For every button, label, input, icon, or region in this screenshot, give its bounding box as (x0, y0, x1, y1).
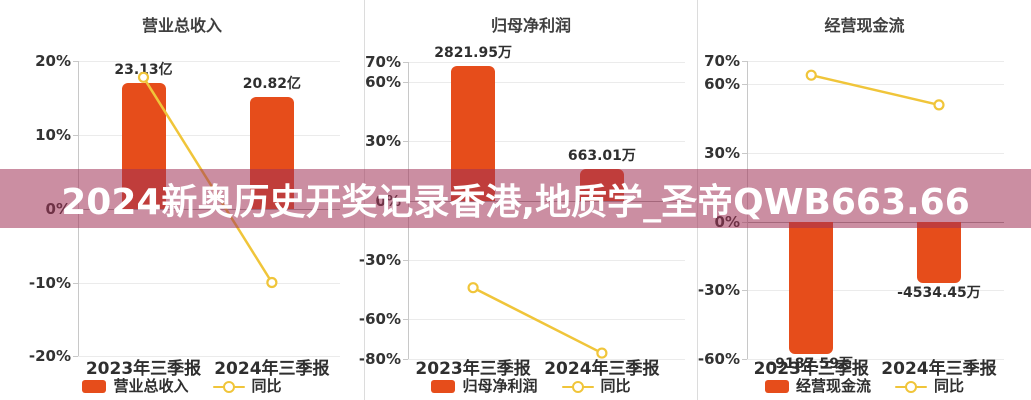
y-tick-mark (73, 356, 78, 358)
chart-title: 归母净利润 (490, 16, 571, 35)
gridline (747, 358, 1004, 360)
bar-legend-label: 归母净利润 (462, 377, 538, 395)
chart-title: 经营现金流 (824, 16, 905, 35)
y-tick-mark (403, 259, 408, 261)
gridline (78, 61, 340, 63)
x-axis-label: 2024年三季报 (544, 359, 660, 379)
bar-legend-swatch (82, 380, 107, 393)
y-tick-label: 30% (365, 132, 401, 151)
y-tick-label: -80% (358, 350, 401, 368)
y-tick-label: 20% (35, 52, 71, 71)
line-point-marker (467, 282, 479, 294)
y-tick-mark (742, 84, 747, 86)
y-tick-label: 70% (365, 52, 401, 71)
x-axis-label: 2024年三季报 (881, 359, 997, 379)
y-tick-mark (403, 81, 408, 83)
gridline (78, 134, 340, 136)
y-tick-mark (403, 61, 408, 63)
gridline (747, 152, 1004, 154)
y-tick-label: -60% (697, 349, 740, 368)
line-marker-icon (561, 380, 594, 394)
line-marker-icon (895, 380, 927, 394)
gridline (408, 259, 685, 261)
y-tick-label: 70% (704, 52, 740, 71)
yoy-line-series (805, 69, 945, 111)
bar-legend-label: 营业总收入 (113, 377, 189, 395)
x-axis-label: 2024年三季报 (214, 359, 330, 379)
gridline (747, 84, 1004, 86)
y-tick-label: 60% (704, 75, 740, 94)
watermark-banner: 2024新奥历史开奖记录香港,地质学_圣帝QWB663.66 (0, 169, 1031, 228)
y-tick-mark (403, 359, 408, 360)
line-point-marker (266, 276, 278, 289)
y-tick-mark (742, 290, 747, 292)
x-axis-label: 2023年三季报 (415, 359, 531, 379)
bar-legend-label: 经营现金流 (795, 377, 871, 395)
y-tick-mark (403, 319, 408, 321)
line-legend-label: 同比 (251, 377, 282, 395)
gridline (747, 61, 1004, 63)
y-tick-label: 10% (35, 125, 71, 144)
y-tick-mark (73, 61, 78, 63)
x-axis-label: 2023年三季报 (753, 359, 869, 379)
chart-legend: 营业总收入 同比 (0, 379, 364, 394)
gridline (408, 81, 685, 83)
line-legend-label: 同比 (934, 377, 965, 395)
y-tick-label: -30% (358, 250, 401, 269)
watermark-text: 2024新奥历史开奖记录香港,地质学_圣帝QWB663.66 (61, 181, 970, 223)
gridline (78, 356, 340, 358)
gridline (408, 141, 685, 143)
x-axis-label: 2023年三季报 (85, 359, 202, 379)
line-point-marker (933, 99, 945, 111)
y-tick-label: -20% (28, 347, 71, 366)
line-legend-label: 同比 (600, 377, 631, 395)
y-tick-label: -30% (697, 281, 740, 300)
line-point-marker (596, 347, 608, 359)
bar (916, 221, 961, 284)
bar-legend-swatch (764, 380, 789, 393)
y-tick-label: -10% (28, 273, 71, 292)
y-tick-label: -60% (358, 310, 401, 329)
bar-value-label: -4534.45万 (897, 285, 981, 302)
gridline (78, 282, 340, 284)
bar-value-label: 663.01万 (567, 147, 636, 164)
gridline (408, 61, 685, 63)
line-point-marker (137, 71, 150, 83)
chart-legend: 经营现金流 同比 (698, 379, 1031, 394)
bar-value-label: 2821.95万 (434, 44, 512, 61)
bar-legend-swatch (431, 380, 456, 393)
chart-title: 营业总收入 (141, 16, 222, 35)
bar (789, 221, 834, 355)
gridline (408, 359, 685, 360)
y-tick-label: 60% (365, 72, 401, 91)
gridline (747, 290, 1004, 292)
bar-value-label: 23.13亿 (114, 62, 173, 79)
y-tick-mark (403, 141, 408, 143)
bar-value-label: -9187.59万 (769, 356, 854, 373)
y-tick-mark (73, 282, 78, 284)
chart-panel: 经营现金流70%60%30%0%-30%-60%-9187.59万-4534.4… (698, 0, 1031, 400)
y-tick-mark (742, 152, 747, 154)
y-tick-label: 30% (704, 143, 740, 162)
gridline (408, 319, 685, 321)
y-tick-mark (742, 61, 747, 63)
y-tick-mark (742, 358, 747, 360)
line-point-marker (805, 69, 817, 81)
yoy-line-series (467, 282, 608, 359)
y-tick-mark (73, 134, 78, 136)
plot-area: 70%60%30%0%-30%-60%-9187.59万-4534.45万 (698, 50, 1004, 371)
chart-legend: 归母净利润 同比 (365, 379, 697, 394)
bar-value-label: 20.82亿 (242, 75, 302, 92)
line-marker-icon (212, 380, 245, 394)
